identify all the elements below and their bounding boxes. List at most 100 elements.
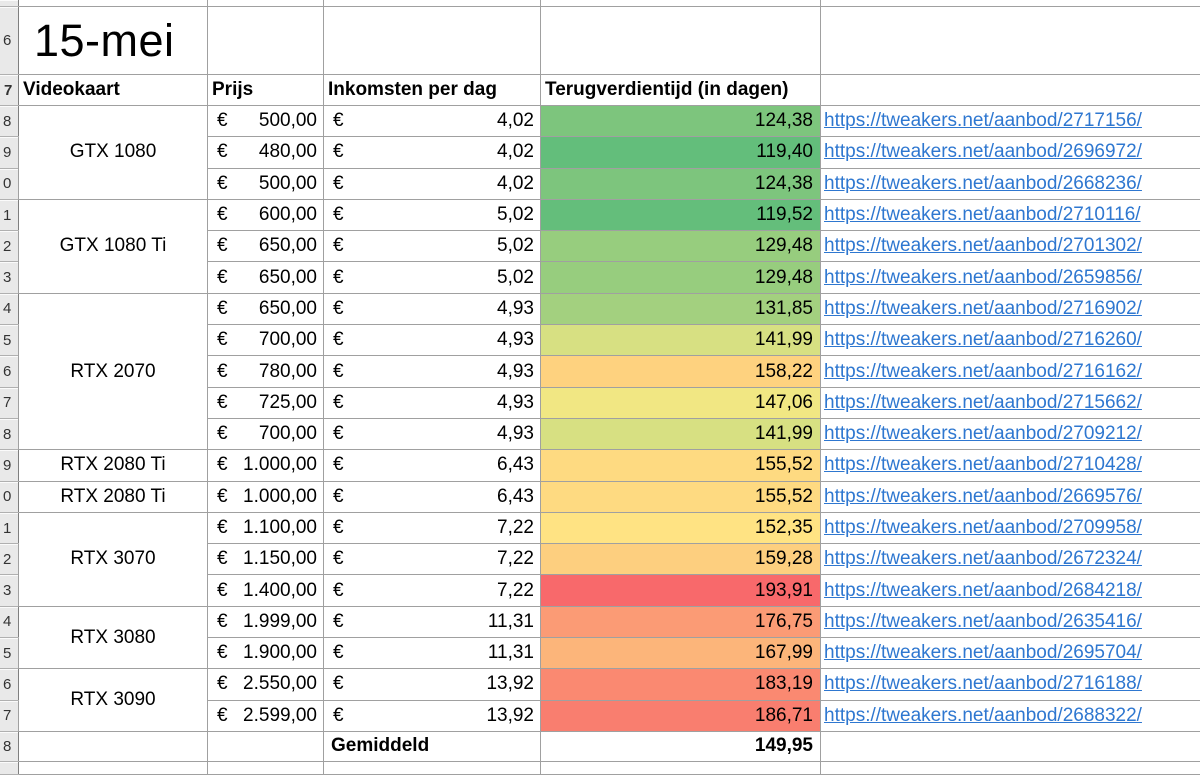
cell-inkomsten[interactable]: €11,31	[324, 638, 541, 669]
cell-videokaart[interactable]: GTX 1080	[19, 106, 208, 200]
row-header[interactable]: 9	[0, 137, 19, 168]
row-header[interactable]: 0	[0, 168, 19, 199]
cell-terugverdientijd[interactable]: 155,52	[541, 481, 821, 512]
aanbod-link[interactable]: https://tweakers.net/aanbod/2635416/	[824, 611, 1142, 632]
aanbod-link[interactable]: https://tweakers.net/aanbod/2709958/	[824, 517, 1142, 538]
row-header[interactable]: 1	[0, 512, 19, 543]
cell-link[interactable]: https://tweakers.net/aanbod/2695704/	[821, 638, 1200, 669]
column-header-inkomsten[interactable]: Inkomsten per dag	[324, 75, 541, 106]
cell-prijs[interactable]: €1.400,00	[208, 575, 324, 606]
aanbod-link[interactable]: https://tweakers.net/aanbod/2701302/	[824, 235, 1142, 256]
empty-cell[interactable]	[208, 761, 324, 774]
cell-inkomsten[interactable]: €4,02	[324, 168, 541, 199]
cell-prijs[interactable]: €700,00	[208, 325, 324, 356]
cell-inkomsten[interactable]: €6,43	[324, 481, 541, 512]
cell-videokaart[interactable]: RTX 3070	[19, 512, 208, 606]
aanbod-link[interactable]: https://tweakers.net/aanbod/2716188/	[824, 673, 1142, 694]
row-header[interactable]: 8	[0, 731, 19, 761]
cell-videokaart[interactable]: RTX 2080 Ti	[19, 481, 208, 512]
aanbod-link[interactable]: https://tweakers.net/aanbod/2696972/	[824, 141, 1142, 162]
empty-cell[interactable]	[208, 7, 324, 75]
cell-terugverdientijd[interactable]: 176,75	[541, 606, 821, 637]
row-header[interactable]: 2	[0, 544, 19, 575]
aanbod-link[interactable]: https://tweakers.net/aanbod/2716260/	[824, 329, 1142, 350]
cell-prijs[interactable]: €780,00	[208, 356, 324, 387]
row-header[interactable]: 3	[0, 262, 19, 293]
cell-terugverdientijd[interactable]: 119,52	[541, 199, 821, 230]
empty-cell[interactable]	[324, 7, 541, 75]
cell-link[interactable]: https://tweakers.net/aanbod/2688322/	[821, 700, 1200, 731]
empty-cell[interactable]	[19, 761, 208, 774]
empty-cell[interactable]	[541, 761, 821, 774]
row-header[interactable]: 6	[0, 669, 19, 700]
aanbod-link[interactable]: https://tweakers.net/aanbod/2716902/	[824, 298, 1142, 319]
cell-link[interactable]: https://tweakers.net/aanbod/2669576/	[821, 481, 1200, 512]
column-header-videokaart[interactable]: Videokaart	[19, 75, 208, 106]
cell-terugverdientijd[interactable]: 141,99	[541, 418, 821, 449]
cell-inkomsten[interactable]: €5,02	[324, 262, 541, 293]
cell-inkomsten[interactable]: €7,22	[324, 575, 541, 606]
empty-cell[interactable]	[324, 761, 541, 774]
row-header[interactable]: 9	[0, 450, 19, 481]
row-header[interactable]: 5	[0, 325, 19, 356]
aanbod-link[interactable]: https://tweakers.net/aanbod/2688322/	[824, 705, 1142, 726]
cell-prijs[interactable]: €1.150,00	[208, 544, 324, 575]
cell-terugverdientijd[interactable]: 129,48	[541, 231, 821, 262]
cell-link[interactable]: https://tweakers.net/aanbod/2710428/	[821, 450, 1200, 481]
cell-inkomsten[interactable]: €5,02	[324, 231, 541, 262]
aanbod-link[interactable]: https://tweakers.net/aanbod/2717156/	[824, 110, 1142, 131]
empty-cell[interactable]	[208, 731, 324, 761]
row-header[interactable]: 4	[0, 293, 19, 324]
cell-terugverdientijd[interactable]: 183,19	[541, 669, 821, 700]
cell-inkomsten[interactable]: €7,22	[324, 512, 541, 543]
cell-link[interactable]: https://tweakers.net/aanbod/2696972/	[821, 137, 1200, 168]
cell-link[interactable]: https://tweakers.net/aanbod/2716902/	[821, 293, 1200, 324]
cell-link[interactable]: https://tweakers.net/aanbod/2701302/	[821, 231, 1200, 262]
aanbod-link[interactable]: https://tweakers.net/aanbod/2710428/	[824, 454, 1142, 475]
aanbod-link[interactable]: https://tweakers.net/aanbod/2709212/	[824, 423, 1142, 444]
cell-inkomsten[interactable]: €11,31	[324, 606, 541, 637]
cell-videokaart[interactable]: RTX 3080	[19, 606, 208, 669]
aanbod-link[interactable]: https://tweakers.net/aanbod/2669576/	[824, 486, 1142, 507]
cell-link[interactable]: https://tweakers.net/aanbod/2710116/	[821, 199, 1200, 230]
cell-inkomsten[interactable]: €4,93	[324, 293, 541, 324]
cell-prijs[interactable]: €650,00	[208, 231, 324, 262]
column-header-terugverdientijd[interactable]: Terugverdientijd (in dagen)	[541, 75, 821, 106]
cell-terugverdientijd[interactable]: 129,48	[541, 262, 821, 293]
cell-link[interactable]: https://tweakers.net/aanbod/2715662/	[821, 387, 1200, 418]
row-header[interactable]: 7	[0, 700, 19, 731]
row-header[interactable]: 6	[0, 356, 19, 387]
aanbod-link[interactable]: https://tweakers.net/aanbod/2695704/	[824, 642, 1142, 663]
cell-prijs[interactable]: €725,00	[208, 387, 324, 418]
cell-inkomsten[interactable]: €13,92	[324, 669, 541, 700]
cell-prijs[interactable]: €2.550,00	[208, 669, 324, 700]
cell-link[interactable]: https://tweakers.net/aanbod/2668236/	[821, 168, 1200, 199]
empty-cell[interactable]	[821, 7, 1200, 75]
row-header[interactable]: 0	[0, 481, 19, 512]
cell-inkomsten[interactable]: €13,92	[324, 700, 541, 731]
row-header[interactable]: 3	[0, 575, 19, 606]
row-header[interactable]: 7	[0, 75, 19, 106]
empty-cell[interactable]	[541, 7, 821, 75]
aanbod-link[interactable]: https://tweakers.net/aanbod/2672324/	[824, 548, 1142, 569]
cell-prijs[interactable]: €650,00	[208, 262, 324, 293]
cell-inkomsten[interactable]: €4,93	[324, 356, 541, 387]
cell-inkomsten[interactable]: €5,02	[324, 199, 541, 230]
row-header[interactable]: 8	[0, 106, 19, 137]
cell-inkomsten[interactable]: €4,93	[324, 418, 541, 449]
empty-cell[interactable]	[821, 761, 1200, 774]
empty-cell[interactable]	[821, 731, 1200, 761]
cell-terugverdientijd[interactable]: 124,38	[541, 168, 821, 199]
cell-prijs[interactable]: €500,00	[208, 168, 324, 199]
cell-inkomsten[interactable]: €4,02	[324, 137, 541, 168]
cell-link[interactable]: https://tweakers.net/aanbod/2709212/	[821, 418, 1200, 449]
row-header[interactable]: 7	[0, 387, 19, 418]
cell-terugverdientijd[interactable]: 167,99	[541, 638, 821, 669]
summary-label[interactable]: Gemiddeld	[324, 731, 541, 761]
aanbod-link[interactable]: https://tweakers.net/aanbod/2715662/	[824, 392, 1142, 413]
cell-link[interactable]: https://tweakers.net/aanbod/2635416/	[821, 606, 1200, 637]
cell-prijs[interactable]: €1.000,00	[208, 481, 324, 512]
aanbod-link[interactable]: https://tweakers.net/aanbod/2716162/	[824, 361, 1142, 382]
cell-terugverdientijd[interactable]: 155,52	[541, 450, 821, 481]
cell-link[interactable]: https://tweakers.net/aanbod/2716188/	[821, 669, 1200, 700]
